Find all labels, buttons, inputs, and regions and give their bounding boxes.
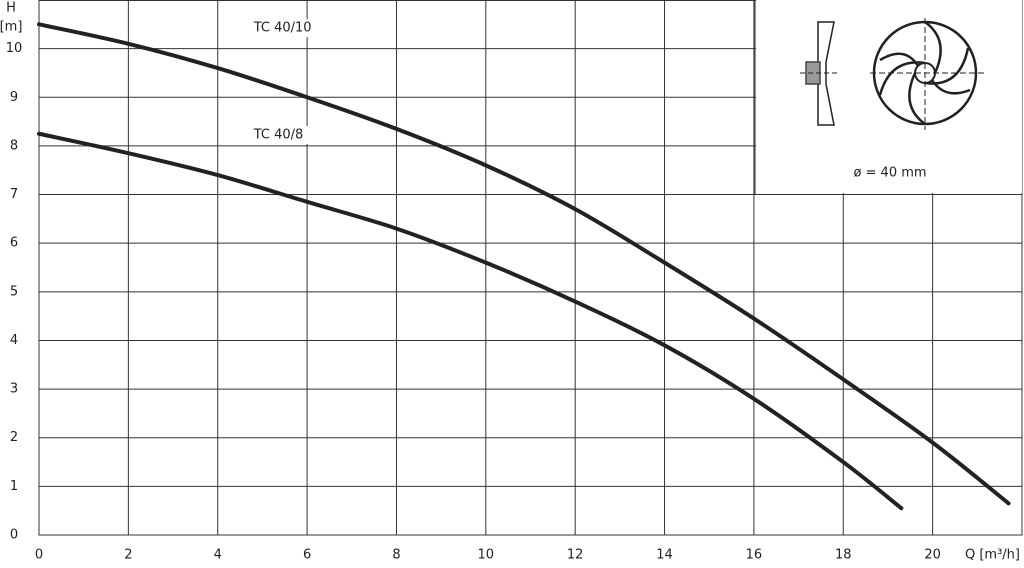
y-tick-label: 2 <box>10 430 18 445</box>
y-axis-unit: [m] <box>0 20 22 35</box>
y-tick-label: 3 <box>10 382 18 397</box>
y-tick-label: 7 <box>10 187 18 202</box>
x-tick-label: 10 <box>478 548 495 563</box>
x-tick-label: 6 <box>303 548 311 563</box>
inset-label: ø = 40 mm <box>853 166 926 181</box>
x-tick-label: 0 <box>35 548 43 563</box>
y-tick-label: 5 <box>10 284 18 299</box>
x-tick-label: 8 <box>392 548 400 563</box>
y-tick-label: 9 <box>10 90 18 105</box>
grid-layer <box>38 0 1023 536</box>
curve-layer <box>37 22 1011 511</box>
series-label: TC 40/10 <box>253 21 312 36</box>
x-tick-label: 4 <box>214 548 222 563</box>
impeller-front-view <box>870 18 985 130</box>
impeller-side-view <box>800 21 838 126</box>
pump-curve <box>37 131 904 511</box>
y-tick-label: 4 <box>10 333 18 348</box>
y-tick-label: 10 <box>6 41 23 56</box>
y-tick-label: 8 <box>10 138 18 153</box>
x-tick-label: 20 <box>924 548 941 563</box>
x-axis-label: Q [m³/h] <box>965 548 1020 563</box>
series-label-background <box>249 126 326 145</box>
x-tick-label: 16 <box>746 548 763 563</box>
series-label: TC 40/8 <box>253 128 304 143</box>
y-tick-label: 0 <box>10 528 18 543</box>
pump-curve <box>37 22 1011 506</box>
y-tick-label: 1 <box>10 479 18 494</box>
inset-background <box>756 0 1022 193</box>
x-tick-label: 12 <box>567 548 584 563</box>
y-axis-label: H <box>6 1 16 16</box>
series-label-background <box>249 19 326 38</box>
x-tick-label: 14 <box>656 548 673 563</box>
impeller-inset: ø = 40 mm <box>754 0 1022 194</box>
x-tick-label: 2 <box>124 548 132 563</box>
y-tick-label: 6 <box>10 236 18 251</box>
x-tick-label: 18 <box>835 548 852 563</box>
